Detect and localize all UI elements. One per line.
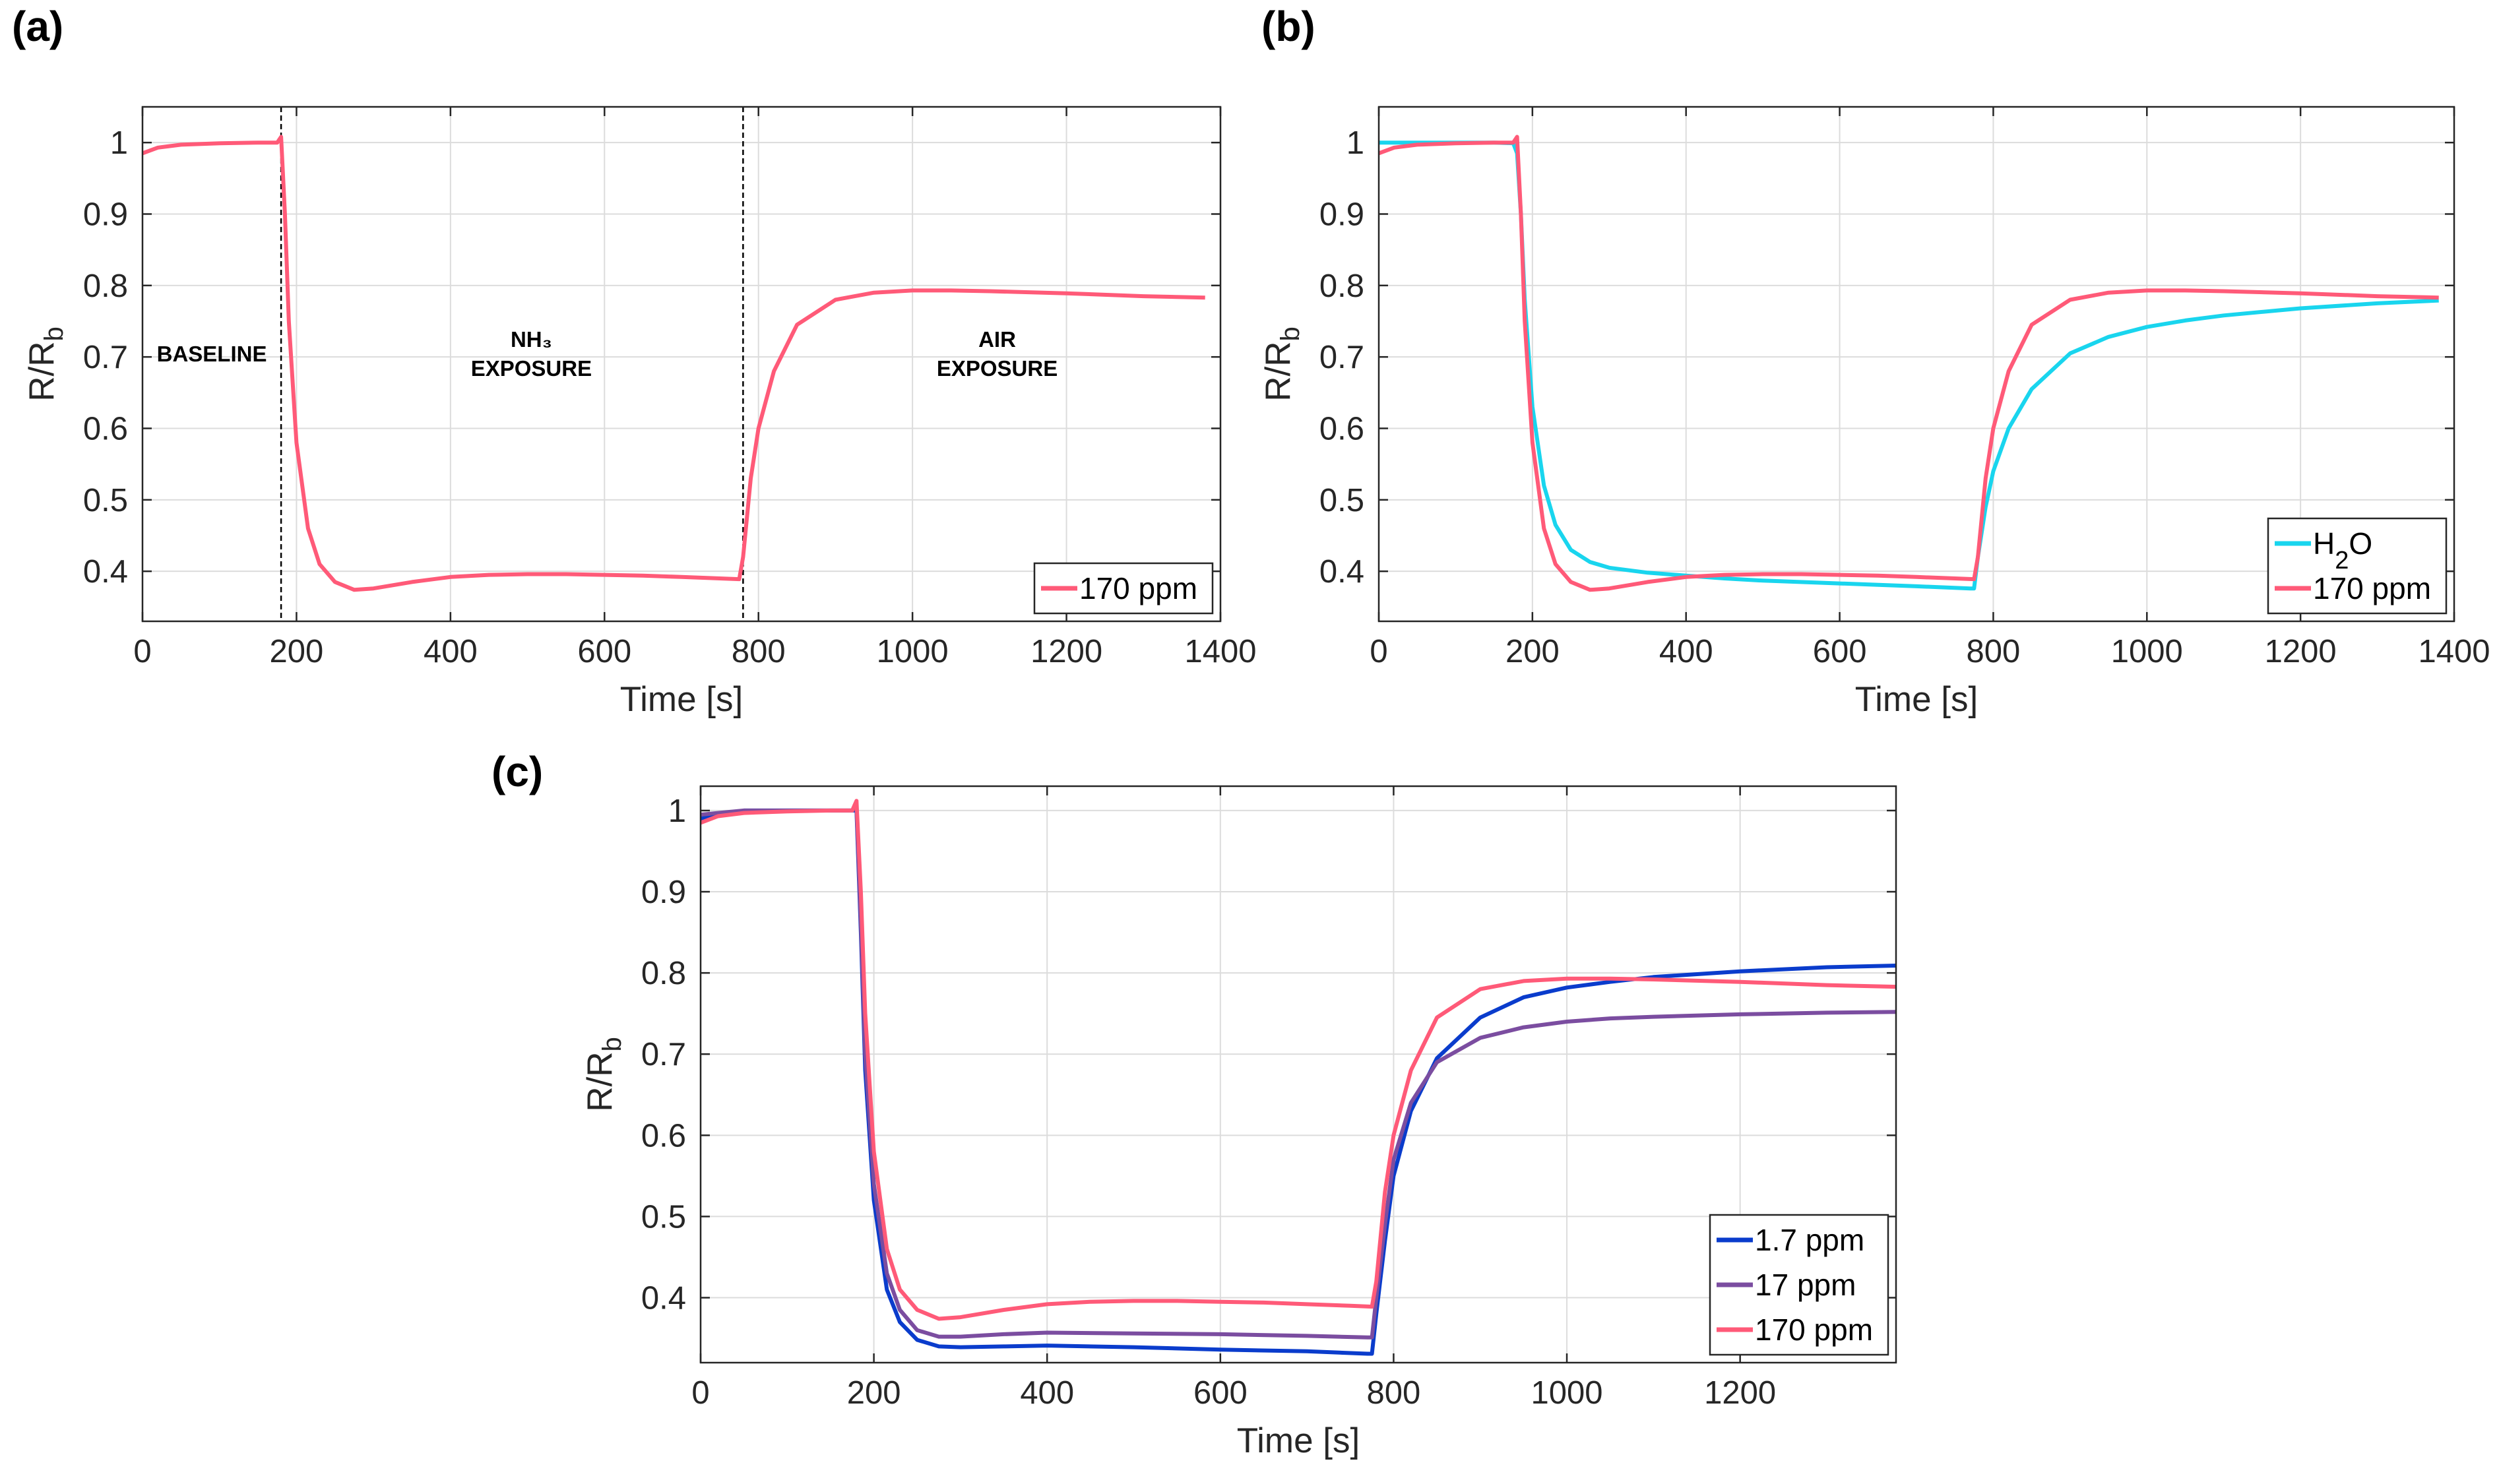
y-tick-label: 1 xyxy=(110,125,128,161)
phase-annotation: AIR xyxy=(978,327,1016,352)
legend-entry: 170 ppm xyxy=(1079,571,1197,605)
legend-entry: 1.7 ppm xyxy=(1755,1223,1864,1257)
chart-b: 0 200 400 600 800 1000 1200 1400 0.4 0.5 0.6 0.7 0.8… xyxy=(1259,106,2490,719)
y-tick-label: 0.4 xyxy=(83,554,128,590)
y-axis-label: R/Rb xyxy=(1259,326,1305,402)
legend-box xyxy=(2267,517,2448,615)
phase-annotation: EXPOSURE xyxy=(937,356,1058,381)
y-axis-label-main: R/R xyxy=(581,1051,619,1111)
y-axis-label-subscript: b xyxy=(598,1037,627,1051)
y-tick-label: 0.8 xyxy=(1319,268,1364,304)
plot-frame xyxy=(699,785,1897,1364)
x-tick-label: 1000 xyxy=(877,634,949,669)
y-tick-label: 0.8 xyxy=(641,956,686,991)
x-axis-label: Time [s] xyxy=(1855,680,1978,719)
y-axis-label: R/Rb xyxy=(22,326,69,402)
y-tick-label: 0.6 xyxy=(641,1118,686,1154)
x-tick-label: 400 xyxy=(1659,634,1713,669)
panel-label-b: (b) xyxy=(1261,3,1315,50)
chart-c: 0 200 400 600 800 1000 1200 0.4 0.5 0.6 0.7 0.8 0.9 1… xyxy=(581,785,1897,1460)
x-axis-label: Time [s] xyxy=(1237,1421,1360,1460)
y-tick-label: 0.5 xyxy=(641,1199,686,1235)
series-line-170-ppm xyxy=(1379,135,2439,592)
x-tick-label: 1200 xyxy=(2265,634,2337,669)
chart-a: 0 200 400 600 800 1000 1200 1400 0.4 0.5 0.6 0.7 0.8… xyxy=(22,106,1257,719)
y-tick-label: 0.9 xyxy=(83,197,128,233)
x-tick-label: 800 xyxy=(1367,1375,1421,1411)
y-tick-label: 0.7 xyxy=(641,1037,686,1072)
x-tick-label: 400 xyxy=(1020,1375,1074,1411)
phase-annotation: NH₃ xyxy=(511,327,552,352)
legend-entry: 170 ppm xyxy=(2313,571,2431,605)
legend-entry-main: H xyxy=(2313,526,2335,561)
legend-entry-tail: O xyxy=(2349,526,2372,561)
legend-entry-subscript: 2 xyxy=(2335,547,2349,574)
y-tick-label: 1 xyxy=(1346,125,1364,161)
y-axis-label-main: R/R xyxy=(22,341,61,401)
x-tick-label: 200 xyxy=(847,1375,901,1411)
x-tick-label: 600 xyxy=(1813,634,1867,669)
x-tick-label: 800 xyxy=(1967,634,2021,669)
y-axis-label-main: R/R xyxy=(1259,341,1298,401)
plot-frame xyxy=(141,106,1222,623)
y-tick-label: 0.9 xyxy=(641,875,686,910)
y-tick-label: 0.4 xyxy=(641,1281,686,1316)
y-tick-label: 0.7 xyxy=(1319,340,1364,375)
y-axis-label-subscript: b xyxy=(1276,326,1305,341)
x-tick-label: 1200 xyxy=(1704,1375,1776,1411)
x-tick-label: 1400 xyxy=(1184,634,1256,669)
plot-area xyxy=(142,107,1220,621)
x-tick-label: 1200 xyxy=(1030,634,1102,669)
legend-entry: 170 ppm xyxy=(1755,1313,1873,1347)
y-tick-label: 0.4 xyxy=(1319,554,1364,590)
plot-frame xyxy=(1377,106,2455,623)
legend-entry: 17 ppm xyxy=(1755,1268,1856,1302)
y-tick-label: 0.6 xyxy=(83,412,128,447)
y-tick-label: 0.8 xyxy=(83,268,128,304)
y-tick-label: 0.5 xyxy=(83,483,128,518)
y-tick-label: 0.6 xyxy=(1319,412,1364,447)
x-tick-label: 1000 xyxy=(1531,1375,1603,1411)
series-line-170-ppm xyxy=(701,799,1896,1321)
x-tick-label: 800 xyxy=(732,634,786,669)
x-tick-label: 0 xyxy=(1370,634,1387,669)
phase-annotation: BASELINE xyxy=(157,342,267,366)
x-tick-label: 1400 xyxy=(2418,634,2490,669)
x-tick-label: 200 xyxy=(270,634,324,669)
x-tick-label: 200 xyxy=(1505,634,1560,669)
panel-label-a: (a) xyxy=(12,3,63,50)
y-axis-label: R/Rb xyxy=(581,1037,627,1112)
x-tick-label: 400 xyxy=(424,634,478,669)
x-tick-label: 600 xyxy=(577,634,631,669)
y-tick-label: 1 xyxy=(668,793,686,829)
legend-entry: H2O xyxy=(2313,526,2372,574)
panel-label-c: (c) xyxy=(491,748,543,795)
y-axis-label-subscript: b xyxy=(40,326,69,341)
y-tick-label: 0.7 xyxy=(83,340,128,375)
plot-area xyxy=(701,786,1896,1363)
x-tick-label: 1000 xyxy=(2111,634,2183,669)
x-tick-label: 600 xyxy=(1193,1375,1248,1411)
phase-annotation: EXPOSURE xyxy=(471,356,592,381)
series-line-170-ppm xyxy=(142,135,1205,592)
x-axis-label: Time [s] xyxy=(620,680,743,719)
y-tick-label: 0.5 xyxy=(1319,483,1364,518)
x-tick-label: 0 xyxy=(691,1375,709,1411)
y-tick-label: 0.9 xyxy=(1319,197,1364,233)
x-tick-label: 0 xyxy=(133,634,151,669)
